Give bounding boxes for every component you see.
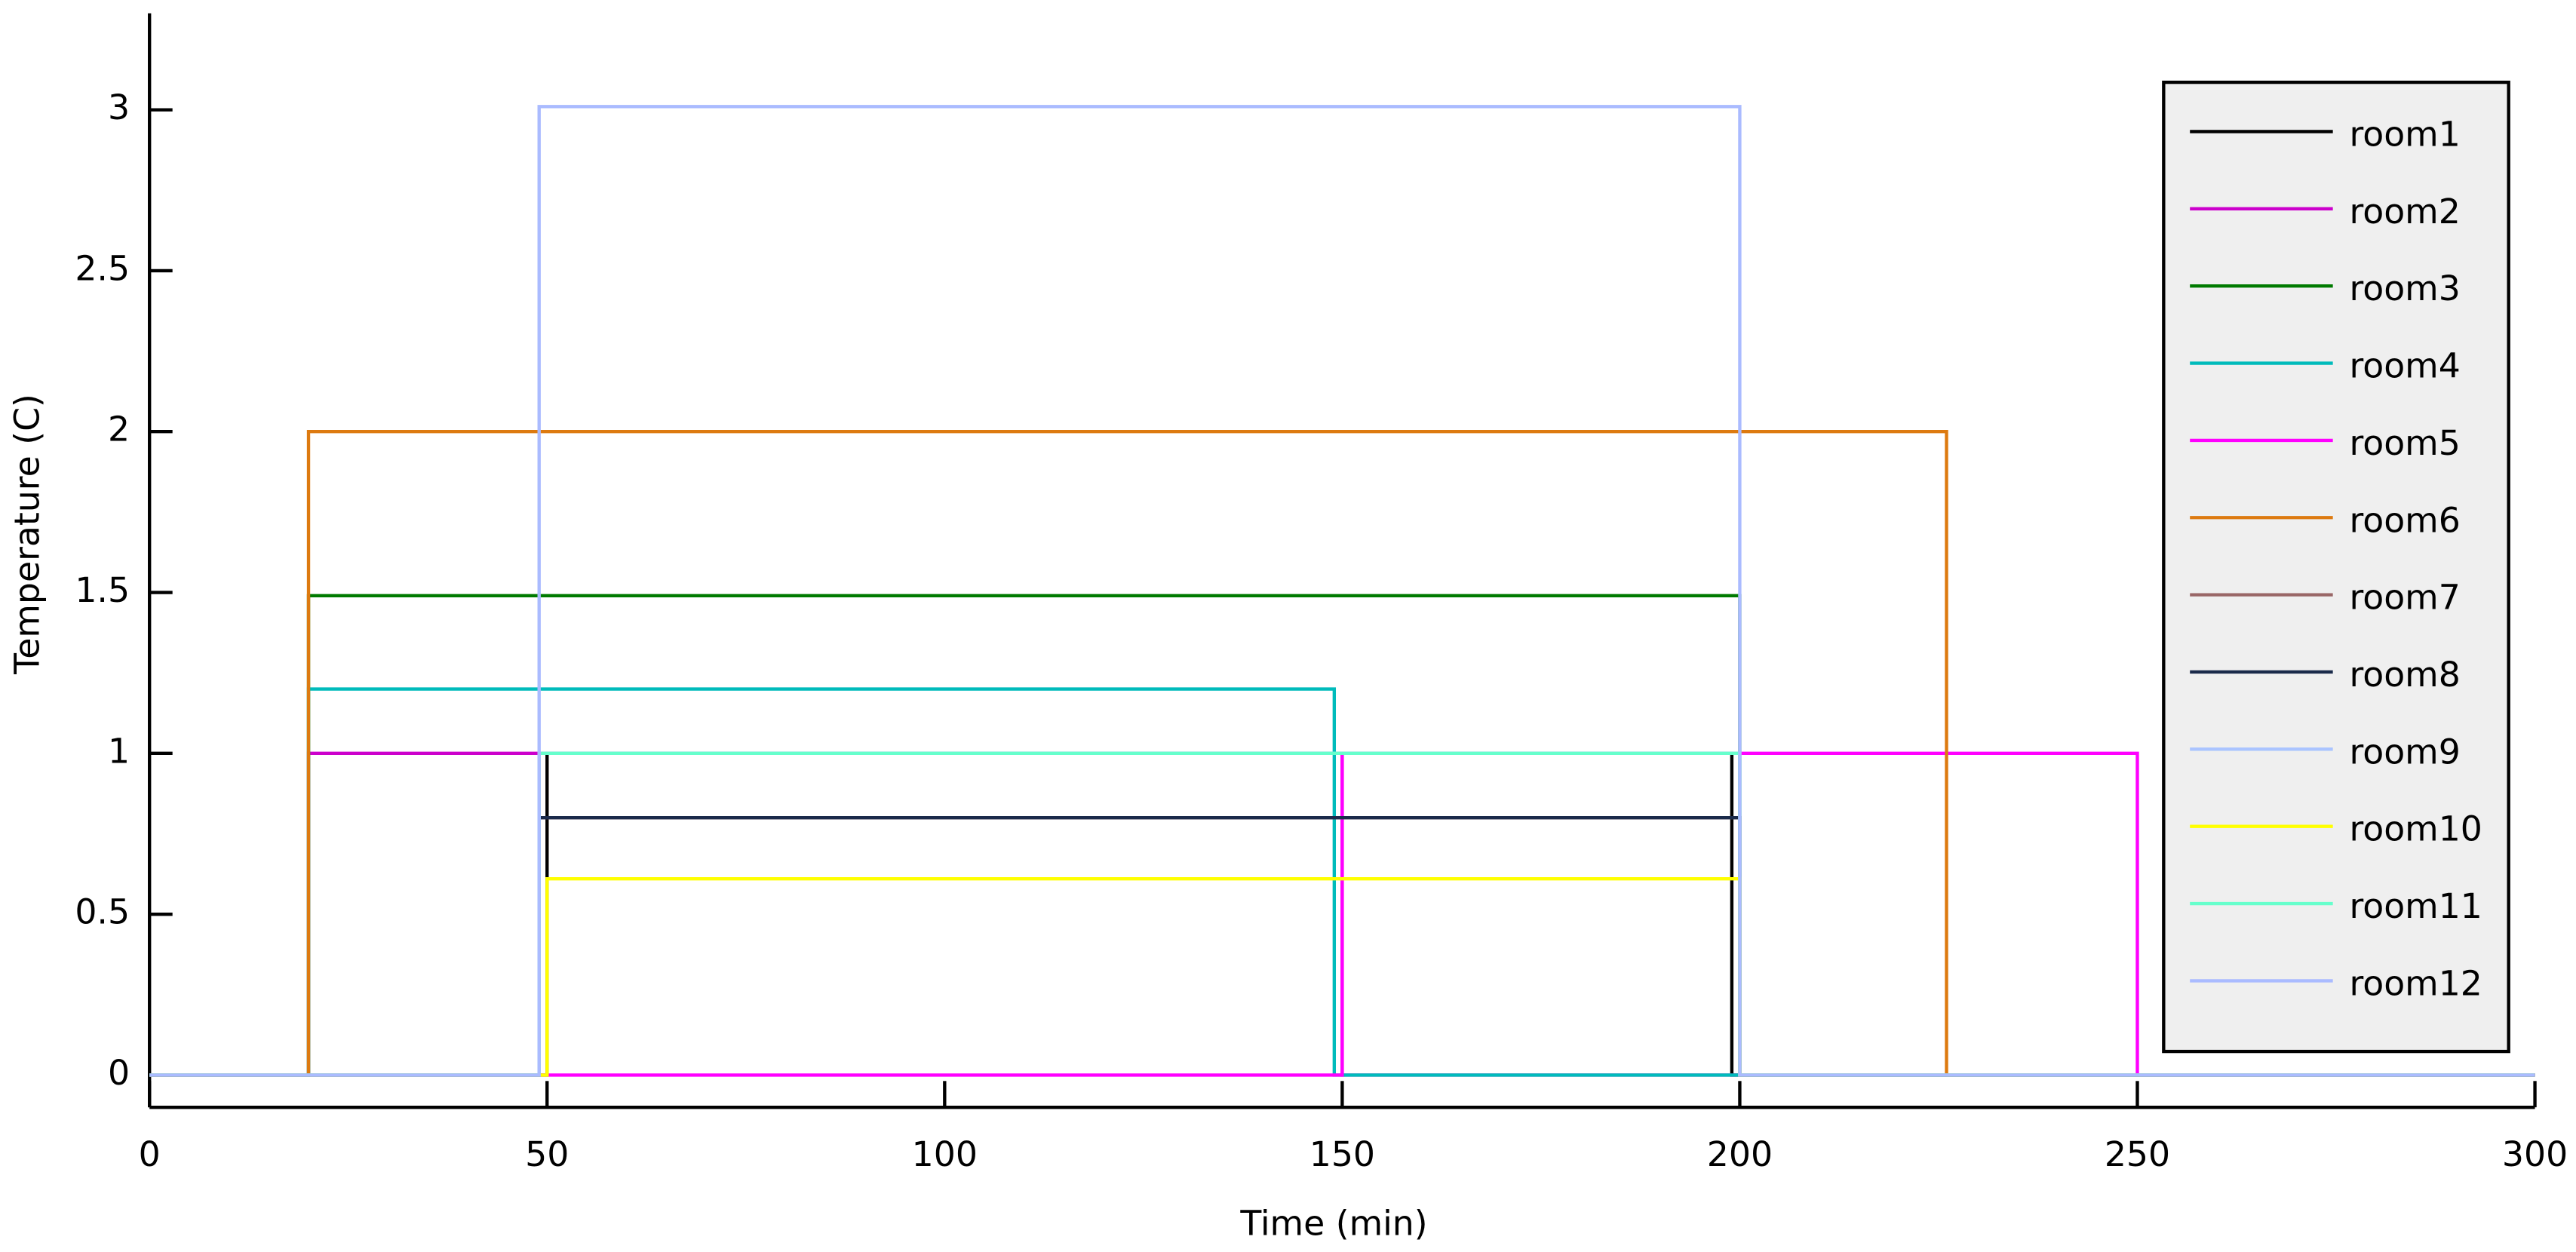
y-tick-label: 0.5 [75, 892, 130, 932]
x-tick-label: 200 [1707, 1134, 1773, 1174]
y-axis-label: Temperature (C) [8, 394, 48, 675]
series-line [149, 105, 2535, 1077]
x-axis-label: Time (min) [1239, 1203, 1427, 1243]
legend-label: room9 [2349, 732, 2460, 772]
y-tick-label: 0 [108, 1053, 130, 1093]
x-tick-label: 150 [1309, 1134, 1375, 1174]
legend-label: room12 [2349, 963, 2482, 1003]
x-tick-label: 100 [912, 1134, 978, 1174]
y-tick-label: 2.5 [75, 248, 130, 288]
legend-label: room11 [2349, 886, 2482, 926]
legend-label: room4 [2349, 346, 2460, 386]
x-tick-label: 0 [139, 1134, 161, 1174]
x-tick-label: 50 [525, 1134, 569, 1174]
legend-label: room7 [2349, 578, 2460, 618]
legend-label: room3 [2349, 269, 2460, 308]
y-tick-label: 3 [108, 87, 130, 127]
legend-label: room2 [2349, 192, 2460, 232]
y-tick-label: 1.5 [75, 570, 130, 610]
x-tick-label: 250 [2105, 1134, 2170, 1174]
legend: room1 room2 room3 room4 room5 room6 room7 room8… [2162, 80, 2510, 1054]
legend-label: room6 [2349, 500, 2460, 540]
y-tick-label: 1 [108, 731, 130, 771]
legend-label: room8 [2349, 655, 2460, 695]
legend-label: room1 [2349, 114, 2460, 154]
y-tick-label: 2 [108, 410, 130, 450]
x-tick-label: 300 [2502, 1134, 2568, 1174]
legend-label: room5 [2349, 423, 2460, 463]
legend-label: room10 [2349, 809, 2482, 849]
legend-box [2162, 80, 2510, 1054]
